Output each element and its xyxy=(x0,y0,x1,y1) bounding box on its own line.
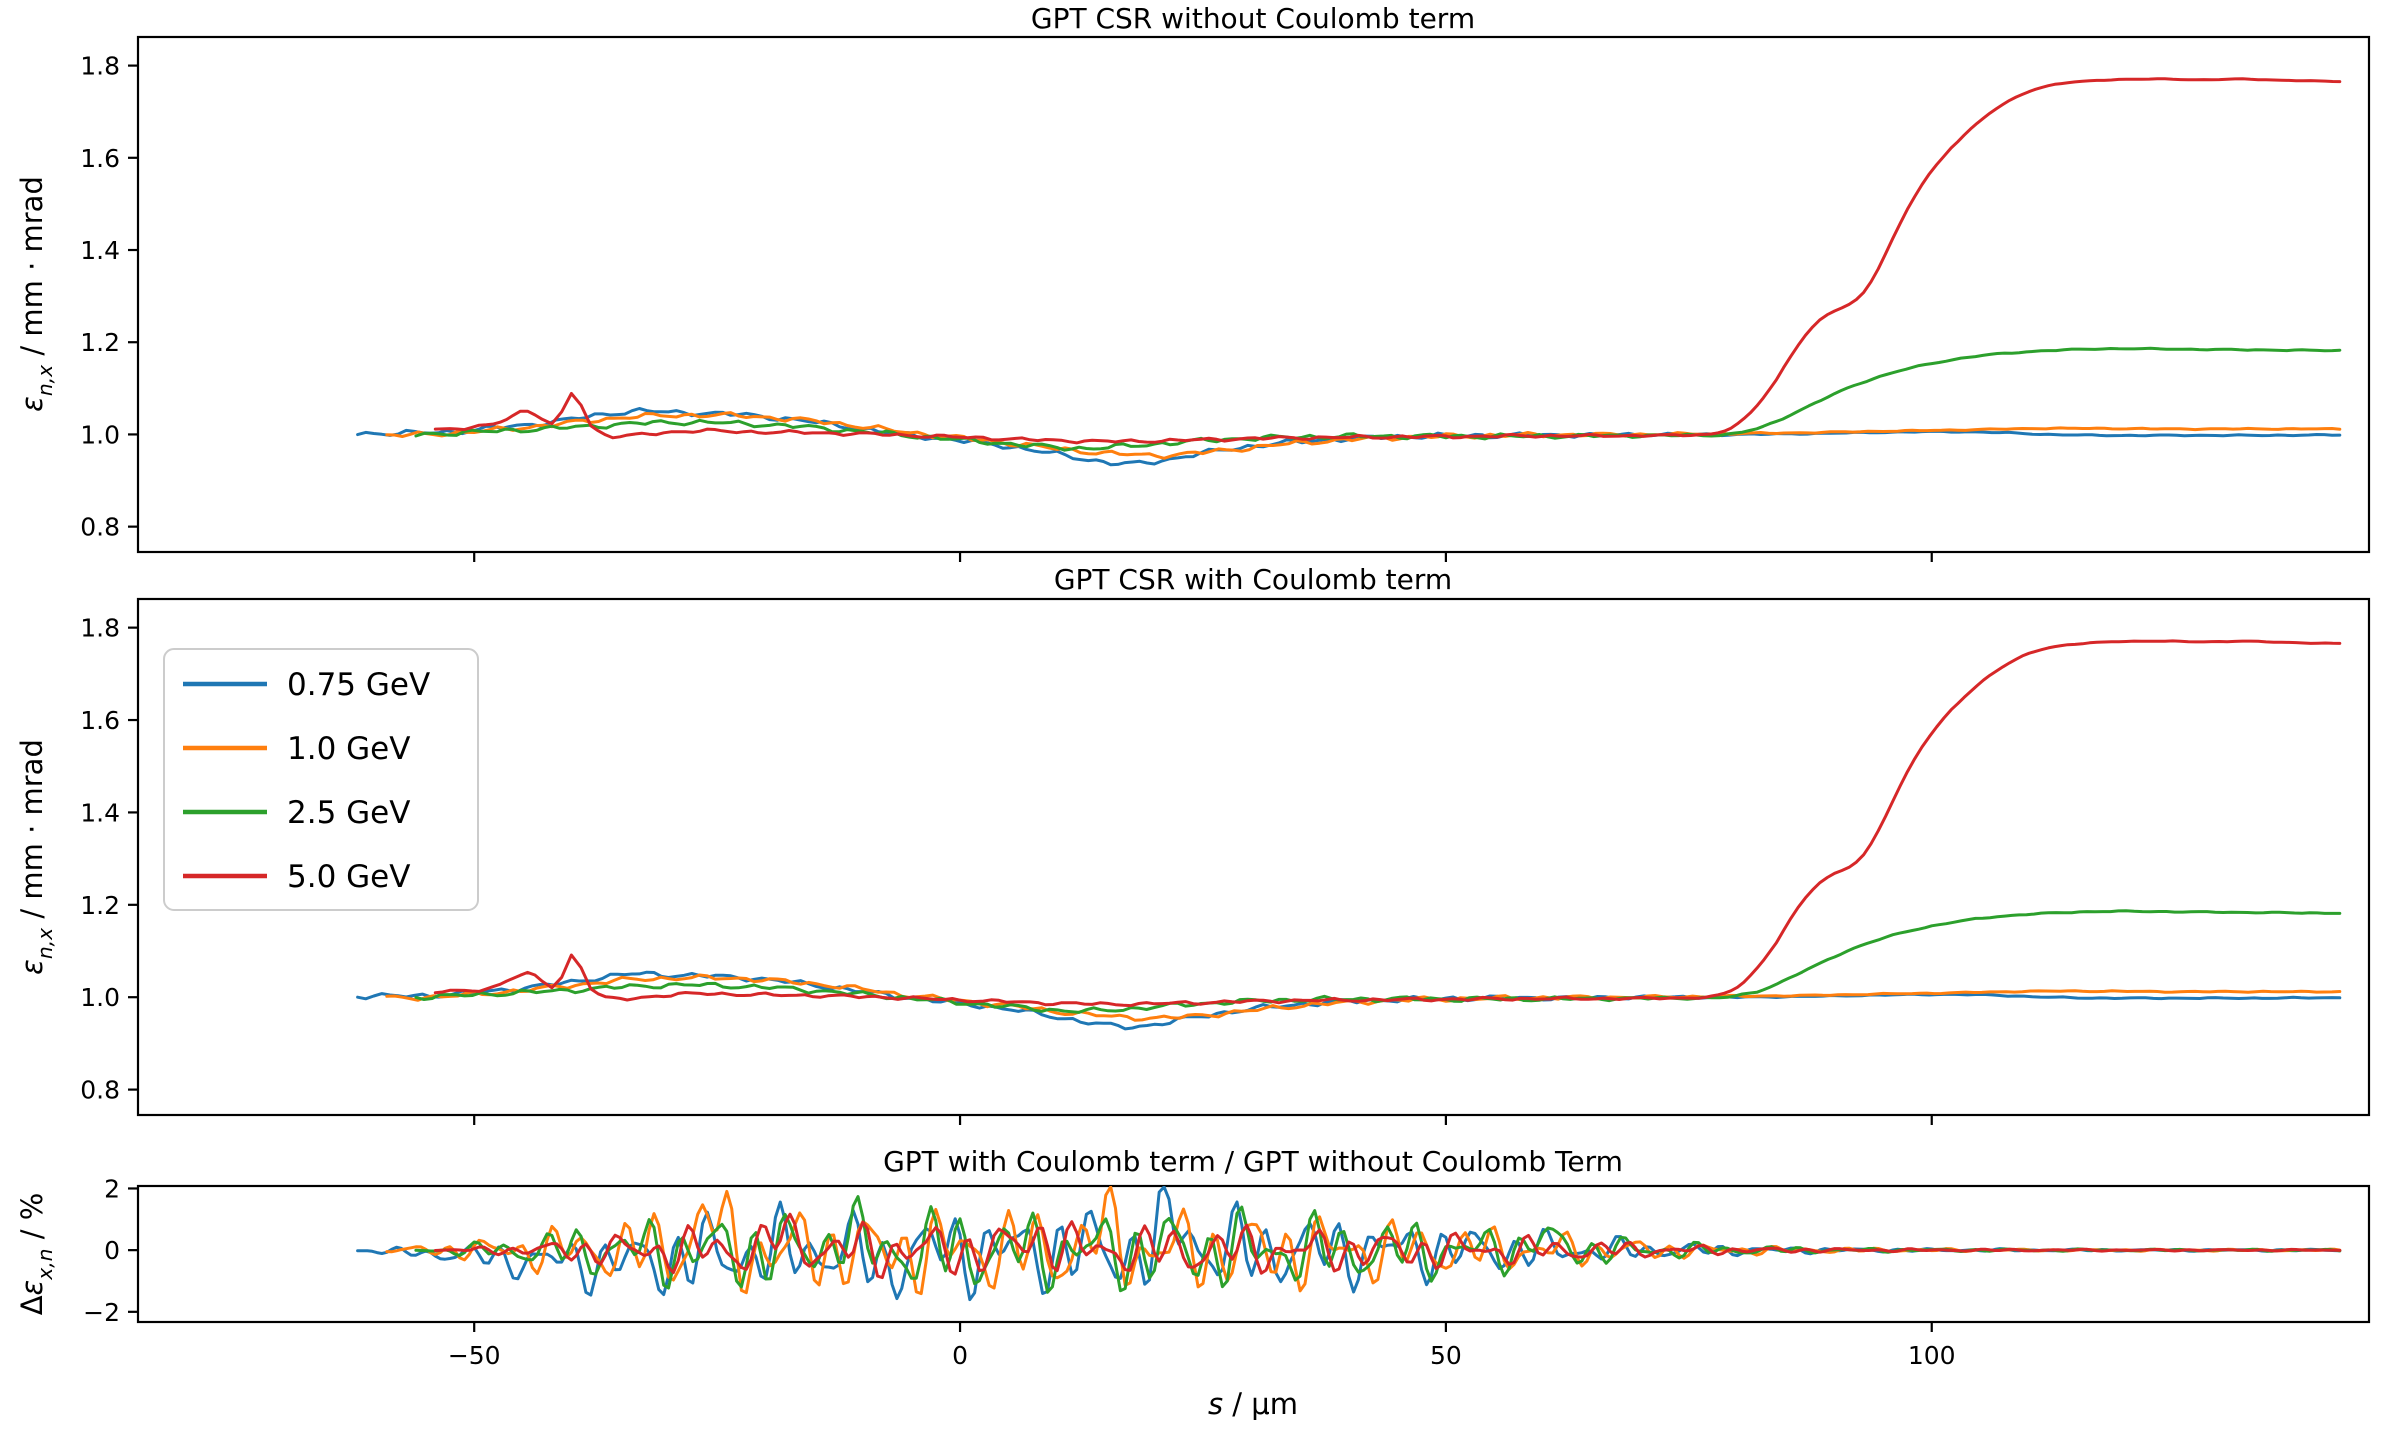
y-axis-label-3: Δεx,n / % xyxy=(15,1193,57,1316)
y-tick-label: 0.8 xyxy=(80,513,120,542)
curve xyxy=(433,77,2342,445)
plot1: 0.8 1.0 1.2 1.4 1.6 1.8 xyxy=(80,35,2371,562)
legend: 0.75 GeV 1.0 GeV 2.5 GeV 5.0 GeV xyxy=(163,648,479,911)
plot2: 0.8 1.0 1.2 1.4 1.6 1.8 xyxy=(80,597,2371,1125)
plot2-title: GPT CSR with Coulomb term xyxy=(1054,563,1452,596)
y-tick-label: −2 xyxy=(83,1298,120,1327)
curve xyxy=(433,1212,2342,1280)
legend-label: 0.75 GeV xyxy=(287,667,430,703)
y-tick-label: 1.2 xyxy=(80,328,120,357)
x-tick-label: 50 xyxy=(1430,1341,1462,1370)
y-tick-label: 1.4 xyxy=(80,798,120,827)
y-tick-label: 1.0 xyxy=(80,983,120,1012)
x-tick-label: −50 xyxy=(448,1341,501,1370)
curve xyxy=(414,909,2342,1014)
plot3-title: GPT with Coulomb term / GPT without Coul… xyxy=(883,1145,1623,1178)
x-axis-label: s / μm xyxy=(1208,1387,1298,1421)
y-tick-label: 1.2 xyxy=(80,891,120,920)
legend-label: 2.5 GeV xyxy=(287,795,410,831)
plot1-title: GPT CSR without Coulomb term xyxy=(1031,2,1475,35)
legend-label: 5.0 GeV xyxy=(287,859,410,895)
y-tick-label: 0.8 xyxy=(80,1076,120,1105)
y-tick-label: 1.6 xyxy=(80,706,120,735)
y-tick-label: 1.0 xyxy=(80,420,120,449)
plot-frame xyxy=(136,35,2371,554)
legend-label: 1.0 GeV xyxy=(287,731,410,767)
plot-frame xyxy=(136,1184,2371,1324)
y-tick-label: 1.8 xyxy=(80,52,120,81)
y-axis-label-2: εn,x / mm · mrad xyxy=(15,739,57,975)
y-tick-label: 0 xyxy=(104,1236,120,1265)
y-tick-label: 2 xyxy=(104,1174,120,1203)
y-axis-label-1: εn,x / mm · mrad xyxy=(15,176,57,412)
x-tick-label: 100 xyxy=(1908,1341,1956,1370)
plot-frame xyxy=(136,597,2371,1117)
y-tick-label: 1.8 xyxy=(80,614,120,643)
plot3: 2 0 −2 −50 0 50 100 xyxy=(83,1174,2371,1370)
x-tick-label: 0 xyxy=(952,1341,968,1370)
curve xyxy=(433,639,2342,1008)
legend-box xyxy=(163,648,479,911)
y-tick-label: 1.6 xyxy=(80,144,120,173)
y-tick-label: 1.4 xyxy=(80,236,120,265)
